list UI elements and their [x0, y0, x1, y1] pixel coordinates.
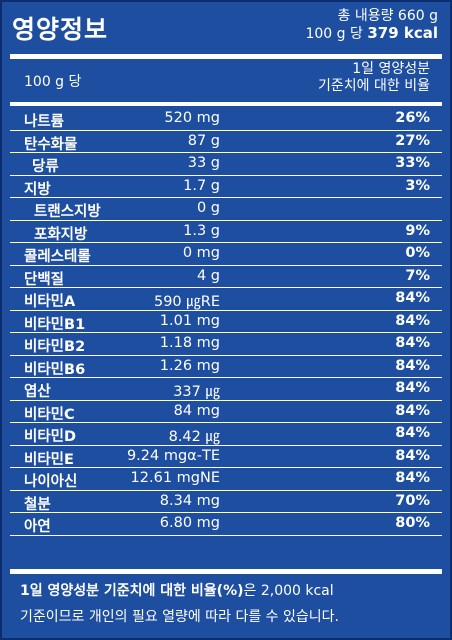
nutrient-percent: 84% — [395, 312, 430, 329]
table-row: 나이아신 12.61 mgNE 84% — [10, 468, 442, 491]
nutrient-name: 비타민B6 — [24, 361, 86, 378]
nutrient-amount: 1.26 mg — [159, 357, 220, 374]
nutrient-amount: 590 ㎍RE — [153, 294, 220, 310]
nutrient-amount: 0 mg — [182, 245, 220, 261]
nutrient-name: 비타민D — [24, 429, 77, 445]
column-header: 100 g 당 1일 영양성분 기준치에 대한 비율 — [2, 58, 450, 100]
nutrient-name: 아연 — [24, 519, 51, 535]
table-row: 아연 6.80 mg 80% — [10, 513, 442, 536]
nutrient-amount: 1.01 mg — [159, 312, 220, 329]
table-row: 철분 8.34 mg 70% — [10, 491, 442, 513]
footer-rest: 은 2,000 kcal — [243, 583, 334, 599]
nutrient-amount: 520 mg — [164, 110, 220, 126]
nutrient-percent: 3% — [405, 177, 430, 194]
nutrient-percent: 84% — [395, 380, 430, 396]
nutrient-name: 비타민E — [24, 451, 74, 468]
nutrient-amount: 33 g — [187, 155, 220, 171]
nutrient-amount: 87 g — [187, 132, 220, 149]
nutrient-percent: 80% — [395, 515, 430, 531]
total-weight: 총 내용량 660 g — [337, 8, 438, 24]
nutrient-percent: 27% — [395, 132, 430, 149]
nutrient-amount: 1.18 mg — [159, 335, 220, 351]
top-divider — [10, 54, 442, 59]
nutrient-amount: 4 g — [196, 267, 220, 284]
nutrient-name: 나트륨 — [24, 114, 65, 130]
table-row: 당류 33 g 33% — [10, 153, 442, 176]
footer-line1: 1일 영양성분 기준치에 대한 비율(%)은 2,000 kcal — [20, 580, 334, 600]
nutrient-percent: 84% — [395, 470, 430, 486]
per-serving-kcal: 100 g 당 379 kcal — [305, 25, 438, 43]
nutrient-name: 탄수화물 — [24, 136, 78, 153]
table-row: 나트륨 520 mg 26% — [10, 108, 442, 131]
nutrient-amount: 1.3 g — [183, 222, 220, 239]
column-header-right: 1일 영양성분 기준치에 대한 비율 — [318, 61, 430, 95]
nutrient-name: 트랜스지방 — [34, 204, 101, 220]
table-row: 단백질 4 g 7% — [10, 266, 442, 288]
per-label: 100 g 당 — [305, 26, 363, 42]
nutrient-table: 나트륨 520 mg 26% 탄수화물 87 g 27% 당류 33 g 33% 지방 1.7 g 3… — [10, 108, 442, 536]
nutrient-percent: 84% — [395, 335, 430, 351]
table-row: 비타민B1 1.01 mg 84% — [10, 311, 442, 333]
nutrient-name: 나이아신 — [24, 474, 78, 490]
nutrient-percent: 84% — [395, 357, 430, 374]
nutrient-name: 콜레스테롤 — [24, 249, 91, 265]
nutrient-name: 엽산 — [24, 384, 51, 400]
panel-title: 영양정보 — [12, 15, 109, 44]
nutrient-name: 비타민B1 — [24, 316, 86, 333]
nutrient-amount: 9.24 mgα-TE — [126, 447, 220, 464]
nutrient-name: 단백질 — [24, 271, 65, 288]
column-header-right-line2: 기준치에 대한 비율 — [318, 78, 430, 94]
nutrient-percent: 26% — [395, 110, 430, 126]
nutrient-name: 포화지방 — [34, 226, 88, 243]
nutrient-amount: 8.42 ㎍ — [168, 429, 220, 445]
nutrient-amount: 12.61 mgNE — [130, 470, 220, 486]
table-row: 비타민D 8.42 ㎍ 84% — [10, 423, 442, 446]
footer-bold: 1일 영양성분 기준치에 대한 비율(%) — [20, 583, 244, 599]
header-divider — [10, 102, 442, 106]
table-row: 지방 1.7 g 3% — [10, 176, 442, 198]
nutrient-name: 당류 — [32, 159, 59, 175]
nutrient-amount: 0 g — [196, 200, 220, 216]
bottom-divider — [10, 569, 442, 574]
table-row: 비타민B6 1.26 mg 84% — [10, 356, 442, 378]
nutrient-percent: 84% — [395, 447, 430, 464]
table-row: 비타민E 9.24 mgα-TE 84% — [10, 446, 442, 468]
nutrient-name: 비타민B2 — [24, 339, 86, 355]
column-header-right-line1: 1일 영양성분 — [352, 61, 430, 77]
total-content: 총 내용량 660 g 100 g 당 379 kcal — [305, 8, 438, 43]
nutrient-amount: 337 ㎍ — [173, 384, 220, 400]
nutrient-name: 철분 — [24, 496, 51, 513]
nutrient-percent: 84% — [395, 425, 430, 441]
table-row: 비타민C 84 mg 84% — [10, 401, 442, 423]
header: 영양정보 총 내용량 660 g 100 g 당 379 kcal — [2, 2, 450, 52]
nutrient-percent: 0% — [405, 245, 430, 261]
nutrient-percent: 84% — [395, 290, 430, 306]
table-row: 비타민A 590 ㎍RE 84% — [10, 288, 442, 311]
nutrient-percent: 9% — [405, 222, 430, 239]
nutrient-percent: 70% — [395, 492, 430, 509]
footer-note: 1일 영양성분 기준치에 대한 비율(%)은 2,000 kcal 기준이므로 … — [2, 574, 450, 638]
table-row: 포화지방 1.3 g 9% — [10, 221, 442, 243]
column-header-left: 100 g 당 — [24, 74, 82, 90]
nutrient-name: 지방 — [24, 181, 51, 198]
nutrient-amount: 1.7 g — [183, 177, 220, 194]
table-row: 탄수화물 87 g 27% — [10, 131, 442, 153]
footer-line2: 기준이므로 개인의 필요 열량에 따라 다를 수 있습니다. — [20, 609, 339, 625]
nutrient-name: 비타민A — [24, 294, 76, 310]
nutrient-name: 비타민C — [24, 406, 75, 423]
table-row: 콜레스테롤 0 mg 0% — [10, 243, 442, 266]
nutrient-percent: 7% — [405, 267, 430, 284]
nutrient-amount: 8.34 mg — [159, 492, 220, 509]
table-row: 엽산 337 ㎍ 84% — [10, 378, 442, 401]
table-row: 트랜스지방 0 g — [10, 198, 442, 221]
nutrient-percent: 33% — [395, 155, 430, 171]
nutrient-amount: 6.80 mg — [159, 515, 220, 531]
nutrient-percent: 84% — [395, 402, 430, 419]
nutrient-amount: 84 mg — [173, 402, 220, 419]
table-row: 비타민B2 1.18 mg 84% — [10, 333, 442, 356]
kcal-value: 379 kcal — [367, 24, 438, 42]
